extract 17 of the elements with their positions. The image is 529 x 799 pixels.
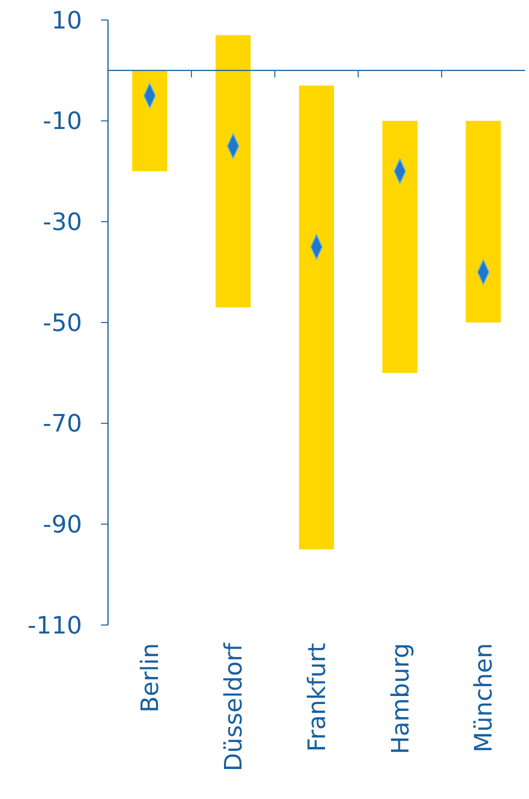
y-tick-label: -10 xyxy=(42,107,82,136)
x-tick-label: Frankfurt xyxy=(302,643,331,752)
y-tick-label: -70 xyxy=(42,410,82,438)
bar xyxy=(132,70,168,172)
bar xyxy=(382,120,418,373)
y-tick-label: -110 xyxy=(28,611,82,640)
bar xyxy=(216,35,251,308)
bar xyxy=(298,86,334,550)
y-tick-label: 10 xyxy=(51,6,82,34)
y-tick-label: -50 xyxy=(42,308,82,337)
y-tick-label: -30 xyxy=(42,208,82,236)
y-tick-label: -90 xyxy=(42,510,82,539)
x-tick-label: Düsseldorf xyxy=(220,642,248,772)
bar xyxy=(466,120,501,322)
x-tick-label: München xyxy=(470,643,498,753)
x-tick-label: Berlin xyxy=(136,643,164,713)
x-tick-label: Hamburg xyxy=(386,643,414,754)
